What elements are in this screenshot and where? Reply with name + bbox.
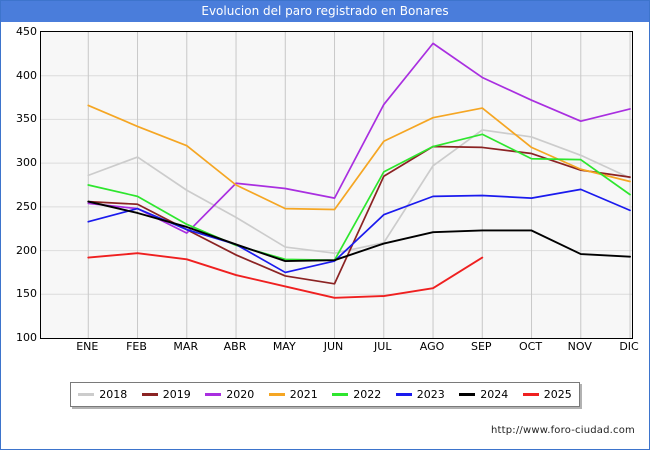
y-tick-label: 200 [16,243,37,257]
legend-label: 2022 [353,388,382,401]
legend-label: 2018 [99,388,128,401]
legend-label: 2024 [480,388,509,401]
x-tick-label: SEP [470,340,492,353]
legend-label: 2025 [543,388,572,401]
x-tick-label: OCT [518,340,543,353]
y-tick-label: 100 [16,331,37,344]
legend-item-2025[interactable]: 2025 [522,388,572,401]
plot-area [40,31,633,339]
x-tick-label: ABR [223,340,247,353]
legend-swatch-icon [78,393,95,396]
y-tick-label: 450 [16,25,37,38]
legend-swatch-icon [522,393,539,396]
x-tick-label: AGO [419,340,445,353]
footer-url: http://www.foro-ciudad.com [490,425,635,436]
legend-label: 2020 [226,388,255,401]
window-title: Evolucion del paro registrado en Bonares [1,1,649,22]
chart-canvas: 450 400 350 300 250 200 150 100 ENE FEB MAR ABR MAY… [1,22,649,372]
legend-swatch-icon [332,393,349,396]
series-line-2025 [87,252,484,299]
legend-item-2021[interactable]: 2021 [268,388,318,401]
series-lines [41,32,632,338]
x-axis-labels: ENE FEB MAR ABR MAY JUN JUL AGO SEP OCT NOV DIC [40,340,639,360]
legend-item-2023[interactable]: 2023 [395,388,445,401]
x-tick-label: FEB [126,340,147,353]
series-line-2020 [87,42,631,234]
legend-label: 2021 [289,388,318,401]
x-tick-label: JUN [323,340,344,353]
x-tick-label: MAR [173,340,199,353]
x-tick-label: DIC [619,340,639,353]
x-tick-label: ENE [76,340,99,353]
y-tick-label: 350 [16,112,37,126]
legend-label: 2023 [416,388,445,401]
legend-swatch-icon [205,393,222,396]
x-tick-label: NOV [567,340,592,353]
legend-swatch-icon [141,393,158,396]
x-tick-label: JUL [374,340,392,353]
legend-swatch-icon [459,393,476,396]
series-line-2024 [87,200,631,263]
legend-swatch-icon [395,393,412,396]
series-line-2018 [87,129,631,255]
y-tick-label: 400 [16,68,37,82]
y-tick-label: 300 [16,156,37,170]
legend-item-2018[interactable]: 2018 [78,388,127,401]
series-line-2022 [87,133,631,262]
legend-swatch-icon [268,393,285,396]
series-line-2023 [87,188,631,274]
legend-item-2024[interactable]: 2024 [459,388,508,401]
legend-item-2020[interactable]: 2020 [205,388,254,401]
series-line-2021 [87,104,631,211]
legend-item-2019[interactable]: 2019 [141,388,191,401]
y-tick-label: 250 [16,199,37,213]
y-tick-label: 150 [16,287,37,301]
chart-legend: 2018 2019 2020 2021 2022 2023 2024 2025 [70,382,580,407]
x-tick-label: MAY [272,340,296,353]
y-axis-labels: 450 400 350 300 250 200 150 100 [1,26,37,343]
legend-item-2022[interactable]: 2022 [332,388,381,401]
legend-label: 2019 [162,388,191,401]
